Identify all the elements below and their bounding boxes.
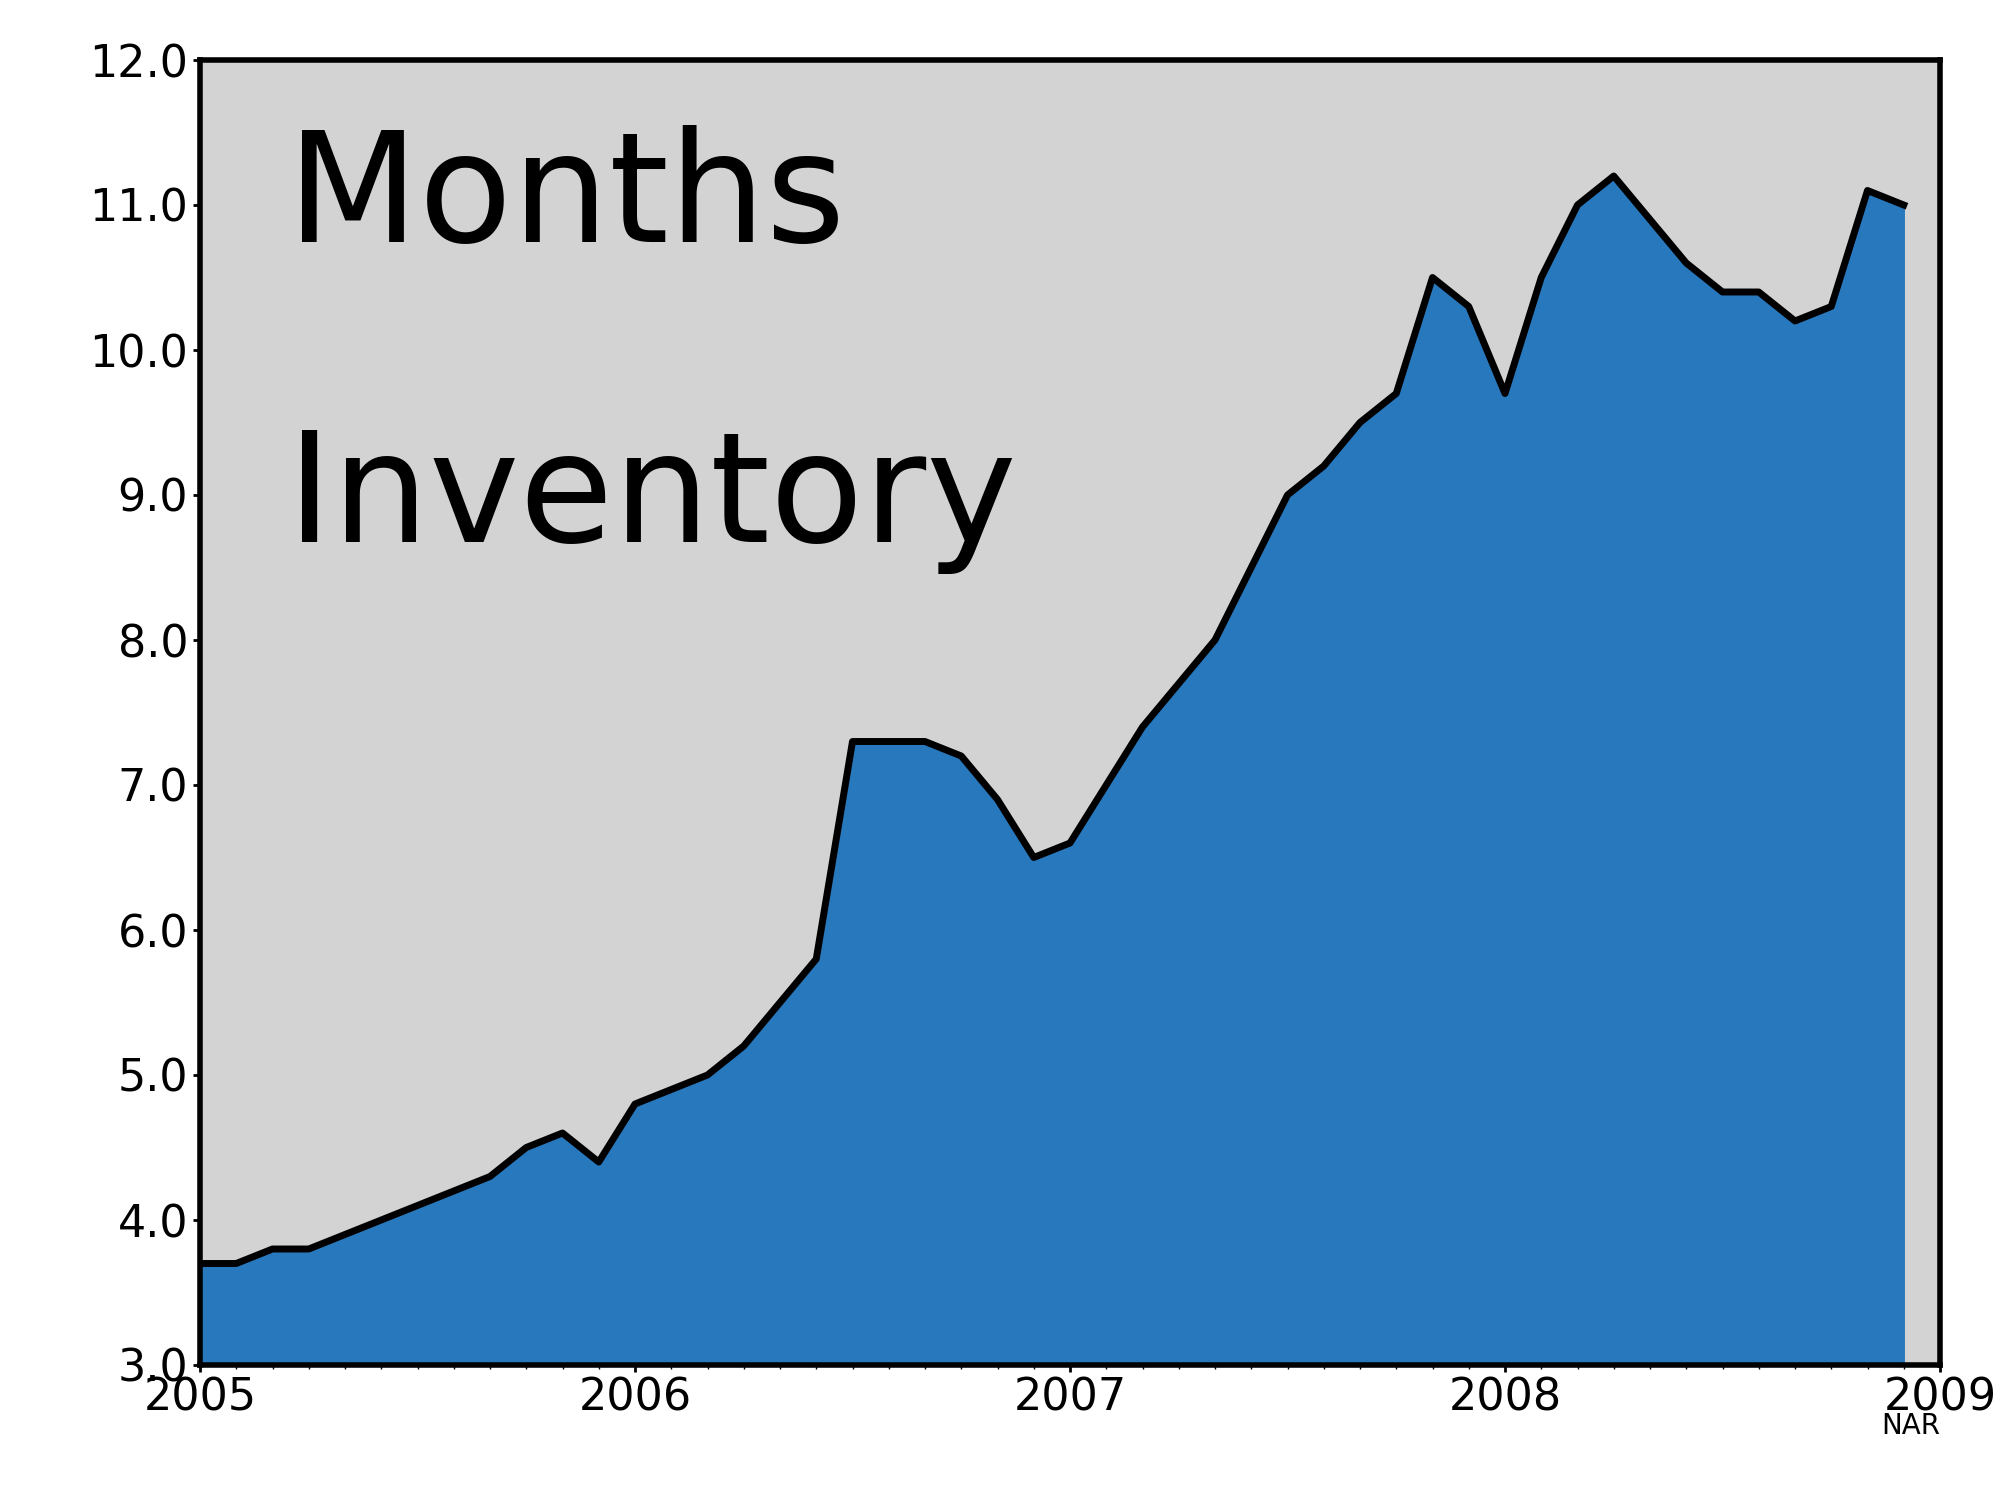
- Text: NAR: NAR: [1880, 1412, 1940, 1440]
- Text: Inventory: Inventory: [288, 426, 1016, 574]
- Text: Months: Months: [288, 126, 846, 274]
